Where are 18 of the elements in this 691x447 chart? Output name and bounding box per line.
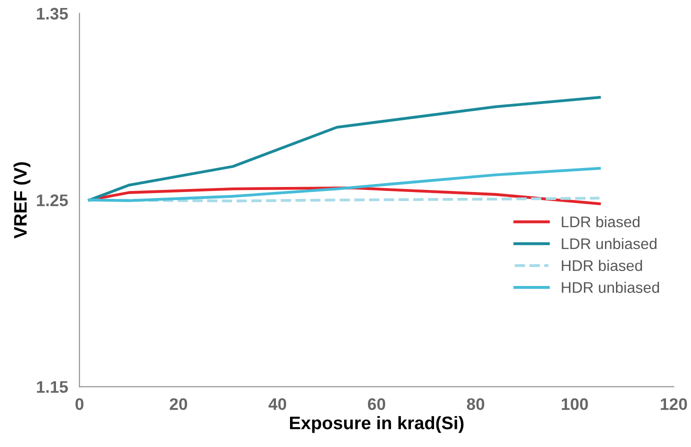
x-tick-label: 20 [170,398,188,410]
x-axis-title: Exposure in krad(Si) [290,416,464,433]
y-tick-label: 1.35 [36,8,68,20]
legend-label: LDR biased [562,216,640,228]
line-series [88,166,601,202]
legend-label: LDR unbiased [562,238,656,250]
legend-label: HDR biased [562,260,642,272]
x-tick-label: 0 [75,398,84,410]
x-tick-label: 120 [660,398,687,410]
y-axis-title: VREF (V) [14,162,30,239]
x-tick-label: 100 [562,398,588,410]
line-series [88,96,601,202]
x-tick-label: 60 [368,398,386,410]
x-tick-label: 80 [466,398,484,410]
x-tick-label: 40 [268,398,286,410]
y-tick-label: 1.25 [36,194,68,206]
legend-label: HDR unbiased [562,282,659,293]
y-tick-label: 1.15 [36,381,68,393]
